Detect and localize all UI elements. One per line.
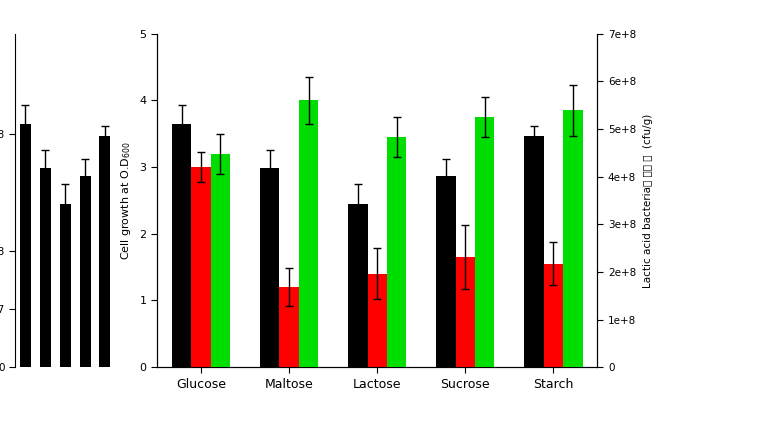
Bar	[368, 274, 387, 367]
Y-axis label: Lactic acid bacteria의 균체 수  (cfu/g): Lactic acid bacteria의 균체 수 (cfu/g)	[643, 114, 653, 287]
Bar	[387, 137, 406, 367]
Bar	[475, 117, 494, 367]
Bar	[211, 154, 230, 367]
Y-axis label: Cell growth at O.D$_{600}$: Cell growth at O.D$_{600}$	[119, 141, 133, 260]
Bar	[456, 257, 475, 367]
Bar	[525, 136, 544, 367]
Bar	[349, 204, 368, 367]
Bar	[60, 204, 70, 367]
Bar	[280, 287, 299, 367]
Bar	[260, 168, 280, 367]
Bar	[80, 176, 90, 367]
Bar	[172, 124, 192, 367]
Bar	[20, 124, 31, 367]
Bar	[299, 100, 318, 367]
Bar	[563, 111, 582, 367]
Bar	[437, 176, 456, 367]
Bar	[100, 136, 110, 367]
Bar	[192, 167, 211, 367]
Bar	[40, 168, 51, 367]
Bar	[544, 264, 563, 367]
